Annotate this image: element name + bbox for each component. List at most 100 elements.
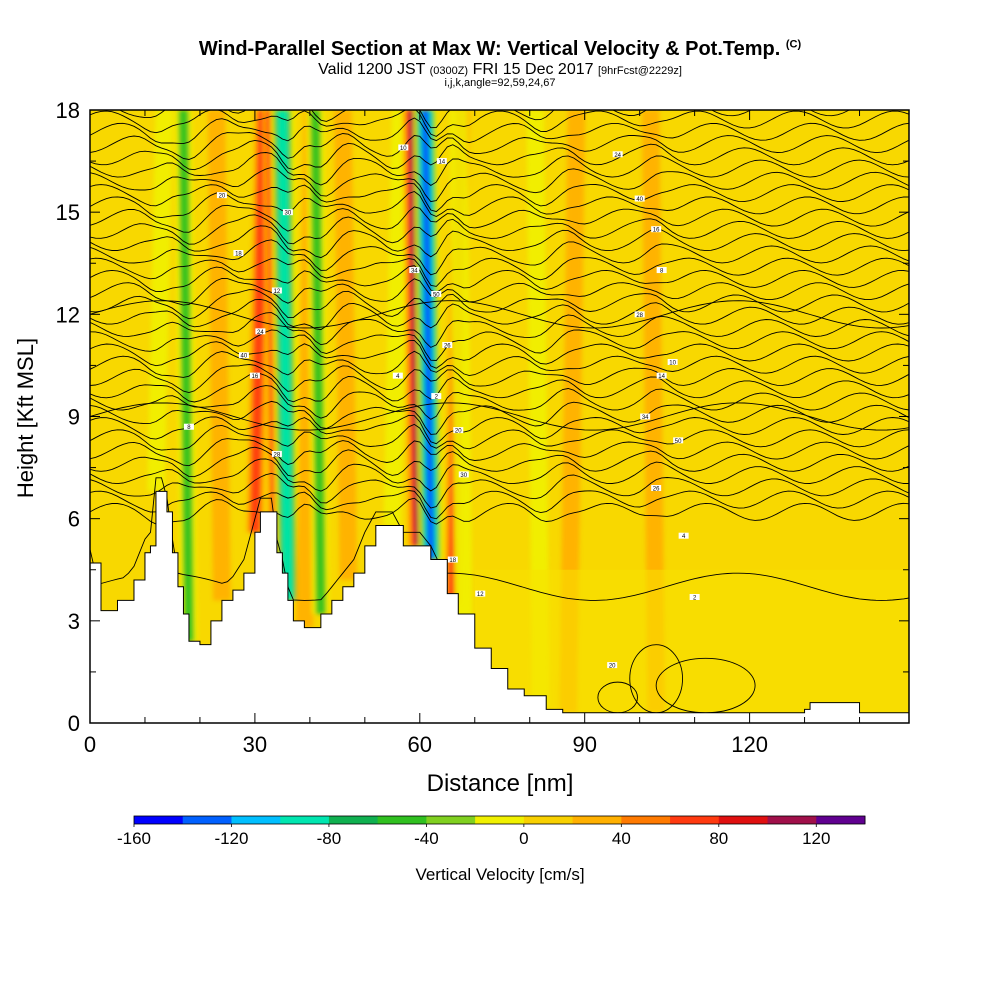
isentrope <box>90 312 909 348</box>
isentrope-label: 28 <box>636 313 643 319</box>
isentrope-label: 18 <box>449 558 456 564</box>
isentrope <box>90 339 909 369</box>
y-tick-label: 0 <box>68 711 80 736</box>
y-axis-label: Height [Kft MSL] <box>13 338 38 498</box>
title-text: Wind-Parallel Section at Max W: Vertical… <box>198 38 781 60</box>
y-tick-label: 12 <box>56 302 80 327</box>
isentrope <box>90 139 909 171</box>
isentrope-label-bg <box>238 352 249 359</box>
isentrope-label: 28 <box>274 452 281 458</box>
isentrope-label-bg <box>678 532 689 539</box>
isentrope-label: 50 <box>675 439 682 445</box>
isentrope <box>90 402 909 431</box>
isentrope-label: 12 <box>274 289 281 295</box>
terrain-mask <box>89 490 910 724</box>
isentrope-label: 2 <box>435 395 439 401</box>
velocity-band <box>277 110 294 601</box>
y-tick-label: 6 <box>68 507 80 532</box>
velocity-band <box>449 110 473 626</box>
isentrope <box>90 423 909 451</box>
isentrope-label-bg <box>689 593 700 600</box>
sub-utc: (0300Z) <box>429 65 469 77</box>
isentrope-label-bg <box>409 267 420 274</box>
colorbar-tick-label: -120 <box>214 829 248 848</box>
x-tick-label: 90 <box>572 732 596 757</box>
isentrope-label-bg <box>392 372 403 379</box>
sub-date: FRI 15 Dec 2017 <box>472 61 594 78</box>
isentrope <box>90 477 909 601</box>
isentrope <box>90 214 909 245</box>
velocity-band <box>383 110 410 526</box>
isentrope-label-bg <box>673 437 684 444</box>
isentrope-label: 20 <box>609 664 616 670</box>
velocity-band <box>178 110 195 642</box>
colorbar-tick-label: 0 <box>519 829 528 848</box>
isentrope <box>90 329 909 361</box>
colorbar-segment <box>621 816 671 824</box>
isentrope-label: 14 <box>658 374 665 380</box>
isentrope-label-bg <box>249 372 260 379</box>
isentrope-label-bg <box>458 471 469 478</box>
isentrope-label: 30 <box>285 211 292 217</box>
isentrope-labels: 2030181224401682810143450264220301812244… <box>183 144 700 670</box>
isentrope <box>90 152 909 186</box>
isentrope-label-bg <box>431 290 442 297</box>
x-tick-label: 60 <box>408 732 432 757</box>
isentrope-label-bg <box>398 144 409 151</box>
x-axis-label: Distance [nm] <box>427 770 574 797</box>
isentrope-label: 4 <box>396 374 400 380</box>
isentrope-label: 8 <box>187 425 191 431</box>
isentrope <box>90 117 909 145</box>
isentrope-label: 12 <box>477 592 484 598</box>
isentrope <box>90 182 909 213</box>
isentrope-label: 18 <box>235 252 242 258</box>
isentrope-label-bg <box>271 287 282 294</box>
x-axis: 0 30 60 90 120 <box>84 110 861 757</box>
isentrope-label: 20 <box>219 194 226 200</box>
isentrope <box>90 438 909 467</box>
isentrope-label: 16 <box>653 228 660 234</box>
velocity-band <box>526 110 550 706</box>
colorbar-segment <box>767 816 817 824</box>
velocity-band <box>421 110 435 560</box>
plot-area: 2030181224401682810143450264220301812244… <box>89 109 910 724</box>
isentrope <box>90 239 909 276</box>
colorbar-segment <box>182 816 232 824</box>
isentrope-label-bg <box>640 413 651 420</box>
isentrope-label: 24 <box>257 330 264 336</box>
y-tick-label: 18 <box>56 98 80 123</box>
isentrope-label-bg <box>475 590 486 597</box>
isentrope-label: 10 <box>400 146 407 152</box>
colorbar-segment <box>523 816 574 824</box>
isentrope <box>90 497 909 525</box>
isentrope-label-bg <box>651 226 662 233</box>
isentrope-label-bg <box>634 195 645 202</box>
isentrope-label-bg <box>612 151 623 158</box>
colorbar-segment <box>377 816 427 824</box>
colorbar-segment <box>231 816 281 824</box>
isentrope-label: 30 <box>460 473 467 479</box>
isentrope <box>90 458 909 492</box>
colorbar-segment <box>572 816 622 824</box>
isentrope-label-bg <box>282 209 293 216</box>
isentrope-label-bg <box>233 250 244 257</box>
colorbar-tick-label: -160 <box>117 829 151 848</box>
isentrope-label-bg <box>607 662 618 669</box>
colorbar-segment <box>280 816 330 824</box>
sub-valid: Valid 1200 JST <box>318 61 426 78</box>
colorbar-segment <box>426 816 476 824</box>
isentrope-label-bg <box>442 341 453 348</box>
velocity-band <box>334 110 358 580</box>
isentrope-label-bg <box>656 372 667 379</box>
isentrope <box>90 204 909 233</box>
colorbar-tick-label: -40 <box>414 829 439 848</box>
colorbar-segment <box>816 816 866 824</box>
isentrope <box>90 300 909 329</box>
isentrope <box>90 364 909 393</box>
isentrope-label-bg <box>436 158 447 165</box>
sub-fcst: [9hrFcst@2229z] <box>597 65 682 77</box>
colorbar-tick-label: 120 <box>802 829 830 848</box>
colorbar: -160 -120 -80 -40 0 40 80 120 <box>117 815 866 848</box>
title-mark: (C) <box>785 38 802 51</box>
